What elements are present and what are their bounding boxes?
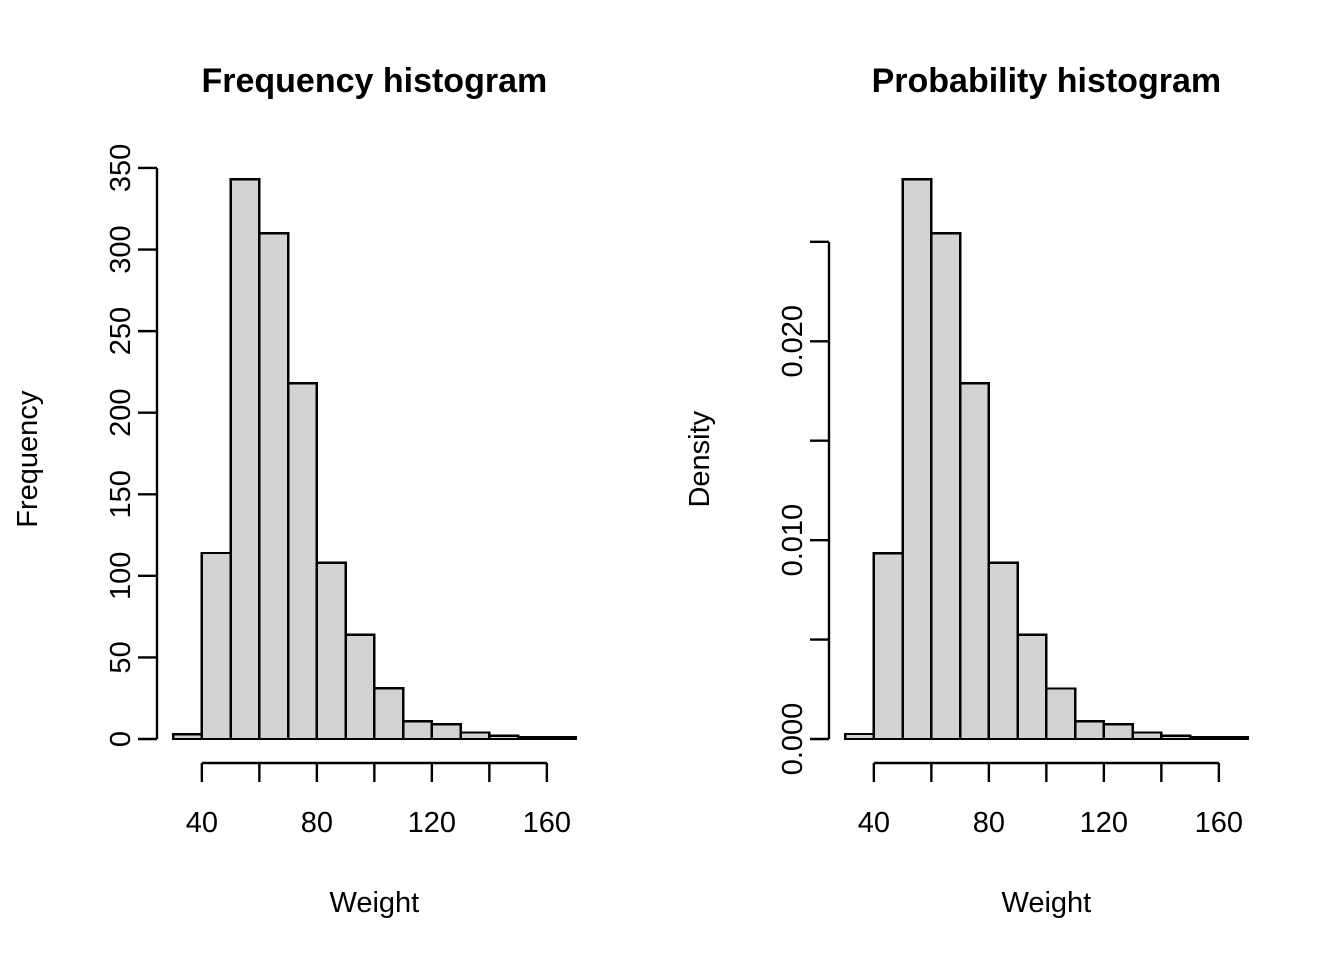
x-axis-title: Weight	[1001, 887, 1091, 919]
x-tick-label: 120	[408, 807, 456, 839]
bar-bin-100-110	[1045, 687, 1077, 741]
bar-bin-30-40	[171, 732, 204, 741]
bar-bin-120-130	[430, 723, 462, 741]
x-axis: 40 80 120 160	[186, 761, 571, 839]
y-axis: 0 50 100 150 200 250 300 350	[105, 144, 159, 747]
x-tick-label: 80	[301, 807, 333, 839]
x-axis-title: Weight	[329, 887, 419, 919]
bars-group	[171, 178, 577, 741]
bar-bin-110-120	[1073, 719, 1106, 741]
bar-bin-80-90	[315, 561, 347, 741]
bar-bin-40-50	[200, 551, 232, 741]
x-tick-label: 120	[1080, 807, 1128, 839]
bar-bin-30-40	[843, 732, 876, 741]
y-tick-label: 0.000	[777, 703, 809, 776]
y-axis: 0.000 0.010 0.020	[777, 240, 831, 776]
frequency-histogram-panel: 0 50 100 150 200 250 300 350 40 80 120 160 Frequency…	[12, 62, 577, 919]
y-tick-label: 250	[105, 307, 137, 355]
bar-bin-80-90	[987, 561, 1019, 741]
x-tick-label: 80	[973, 807, 1005, 839]
chart-title: Frequency histogram	[201, 62, 547, 100]
y-tick-label: 0	[105, 731, 137, 747]
bar-bin-100-110	[373, 687, 405, 741]
bar-bin-130-140	[459, 731, 491, 741]
y-tick-label: 150	[105, 470, 137, 518]
y-tick-label: 200	[105, 389, 137, 437]
bar-bin-150-160	[516, 736, 549, 741]
y-tick-label: 50	[105, 641, 137, 673]
x-tick-label: 160	[1195, 807, 1243, 839]
bar-bin-130-140	[1131, 731, 1163, 741]
bar-bin-120-130	[1102, 723, 1134, 741]
y-tick-label: 0.020	[777, 305, 809, 378]
y-tick-label: 350	[105, 144, 137, 192]
bar-bin-60-70	[930, 232, 962, 741]
bar-bin-140-150	[1160, 734, 1192, 741]
bar-bin-110-120	[401, 719, 434, 741]
chart-title: Probability histogram	[872, 62, 1222, 100]
bar-bin-150-160	[1188, 736, 1221, 741]
y-tick-label: 0.010	[777, 504, 809, 577]
bar-bin-90-100	[344, 633, 376, 741]
bar-bin-160-170	[545, 736, 577, 741]
bar-bin-50-60	[901, 178, 933, 741]
y-tick-label: 100	[105, 552, 137, 600]
probability-histogram-panel: 0.000 0.010 0.020 40 80 120 160 Probability his…	[672, 0, 1344, 960]
bars-group	[843, 178, 1249, 741]
y-axis-title: Frequency	[12, 390, 44, 528]
histogram-svg: 0 50 100 150 200 250 300 350 40 80 120 160 Frequency…	[12, 62, 577, 919]
x-tick-label: 40	[186, 807, 218, 839]
x-tick-label: 40	[858, 807, 890, 839]
bar-bin-160-170	[1217, 736, 1249, 741]
bar-bin-70-80	[958, 382, 991, 741]
histogram-svg: 0.000 0.010 0.020 40 80 120 160 Probability his…	[684, 62, 1249, 919]
bar-bin-90-100	[1016, 633, 1048, 741]
bar-bin-60-70	[258, 232, 290, 741]
bar-bin-140-150	[488, 734, 520, 741]
bar-bin-40-50	[872, 551, 904, 741]
x-tick-label: 160	[523, 807, 571, 839]
x-axis: 40 80 120 160	[858, 761, 1243, 839]
bar-bin-70-80	[286, 382, 319, 741]
bar-bin-50-60	[229, 178, 261, 741]
y-tick-label: 300	[105, 225, 137, 273]
y-axis-title: Density	[684, 410, 716, 507]
